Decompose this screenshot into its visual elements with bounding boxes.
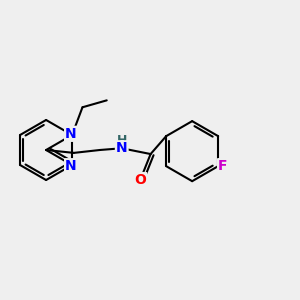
Text: N: N [65, 159, 77, 173]
Text: N: N [116, 141, 127, 155]
Text: N: N [65, 127, 77, 141]
Text: F: F [218, 159, 227, 173]
Text: O: O [134, 173, 146, 187]
Text: H: H [116, 134, 127, 147]
